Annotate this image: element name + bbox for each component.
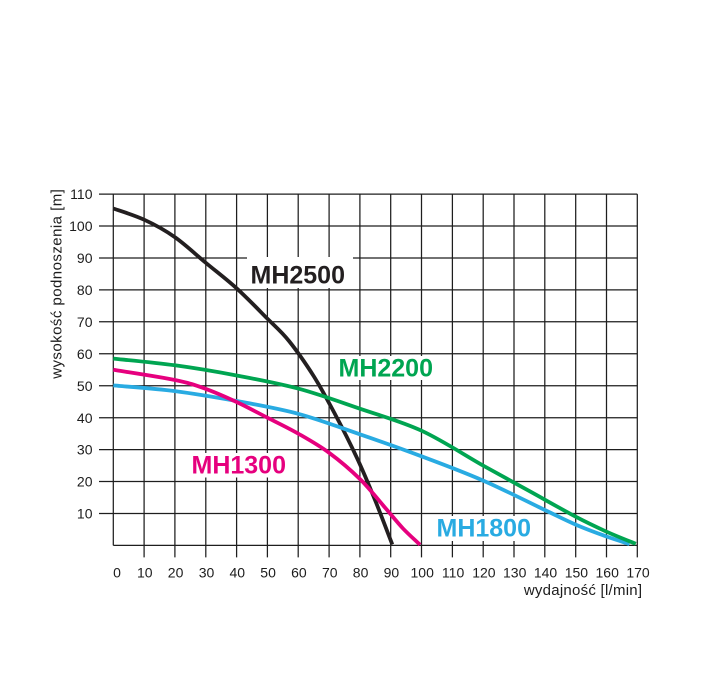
svg-text:170: 170	[626, 564, 650, 580]
svg-text:wysokość podnoszenia [m]: wysokość podnoszenia [m]	[49, 189, 66, 380]
svg-text:80: 80	[77, 282, 93, 298]
svg-text:0: 0	[113, 564, 121, 580]
svg-text:130: 130	[503, 564, 527, 580]
svg-text:90: 90	[384, 564, 400, 580]
svg-text:90: 90	[77, 250, 93, 266]
svg-text:60: 60	[77, 346, 93, 362]
svg-text:100: 100	[411, 564, 435, 580]
svg-text:20: 20	[77, 474, 93, 490]
svg-text:100: 100	[69, 218, 93, 234]
svg-text:160: 160	[596, 564, 620, 580]
svg-text:140: 140	[534, 564, 558, 580]
svg-text:wydajność [l/min]: wydajność [l/min]	[523, 582, 642, 599]
svg-text:10: 10	[137, 564, 153, 580]
svg-text:70: 70	[322, 564, 338, 580]
svg-text:50: 50	[77, 378, 93, 394]
svg-text:110: 110	[442, 564, 465, 580]
svg-text:10: 10	[77, 506, 93, 522]
svg-text:120: 120	[472, 564, 496, 580]
svg-text:70: 70	[77, 314, 93, 330]
svg-text:150: 150	[565, 564, 589, 580]
svg-text:MH1800: MH1800	[437, 515, 532, 543]
svg-text:50: 50	[260, 564, 276, 580]
svg-text:40: 40	[230, 564, 246, 580]
svg-text:30: 30	[77, 442, 93, 458]
svg-text:MH2500: MH2500	[251, 261, 346, 289]
svg-text:MH1300: MH1300	[192, 452, 287, 480]
svg-text:20: 20	[168, 564, 184, 580]
svg-text:60: 60	[291, 564, 307, 580]
svg-text:40: 40	[77, 410, 93, 426]
svg-text:MH2200: MH2200	[339, 354, 434, 382]
svg-text:80: 80	[353, 564, 369, 580]
svg-text:110: 110	[70, 186, 93, 202]
svg-text:30: 30	[199, 564, 215, 580]
